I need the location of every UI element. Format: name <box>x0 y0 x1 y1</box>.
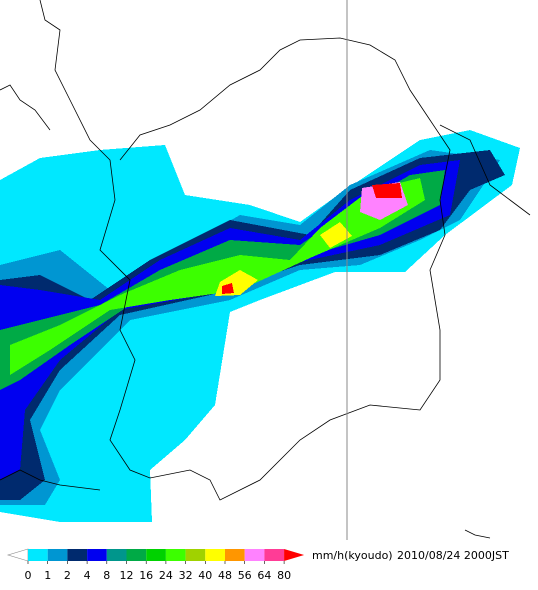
legend-low-arrow <box>6 548 29 562</box>
legend-swatch <box>185 549 206 561</box>
legend-tick-label: 8 <box>103 569 110 582</box>
legend-tick-label: 16 <box>139 569 153 582</box>
legend-high-arrow <box>284 549 305 561</box>
legend-tick-label: 80 <box>277 569 291 582</box>
legend-tick-label: 4 <box>84 569 91 582</box>
legend-swatch <box>67 549 88 561</box>
legend-unit: mm/h(kyoudo) <box>312 549 393 562</box>
boundary <box>439 124 531 216</box>
legend-tick-label: 48 <box>218 569 232 582</box>
legend-tick-label: 24 <box>159 569 173 582</box>
legend-tick-label: 32 <box>179 569 193 582</box>
legend-swatch <box>165 549 186 561</box>
legend-tick-label: 0 <box>25 569 32 582</box>
legend-tick-label: 2 <box>64 569 71 582</box>
timestamp: 2010/08/24 2000JST <box>397 549 509 562</box>
rain-area-red <box>372 183 402 198</box>
legend-swatch <box>28 549 48 561</box>
legend-tick-label: 56 <box>238 569 252 582</box>
rain-area-yellow-2 <box>320 222 352 248</box>
boundary <box>0 84 51 131</box>
legend-tick-label: 1 <box>44 569 51 582</box>
boundary <box>464 529 491 539</box>
rain-area-red-2 <box>222 283 234 294</box>
boundary <box>0 469 101 491</box>
legend-swatch <box>225 549 245 561</box>
legend-swatch <box>264 549 285 561</box>
legend-tick-label: 40 <box>198 569 212 582</box>
boundaries <box>0 0 531 539</box>
legend-swatch <box>47 549 68 561</box>
legend-swatch <box>106 549 127 561</box>
legend: 0 1 2 4 8 12 16 24 32 40 48 56 64 80 <box>6 548 305 582</box>
legend-swatch <box>87 549 107 561</box>
legend-swatch <box>146 549 166 561</box>
legend-tick-label: 12 <box>120 569 134 582</box>
rain-field <box>0 130 520 522</box>
legend-tick-label: 64 <box>257 569 271 582</box>
legend-swatch <box>205 549 225 561</box>
rain-area-lime <box>10 178 425 375</box>
legend-swatch <box>126 549 147 561</box>
boundary <box>39 0 451 501</box>
legend-swatch <box>244 549 265 561</box>
